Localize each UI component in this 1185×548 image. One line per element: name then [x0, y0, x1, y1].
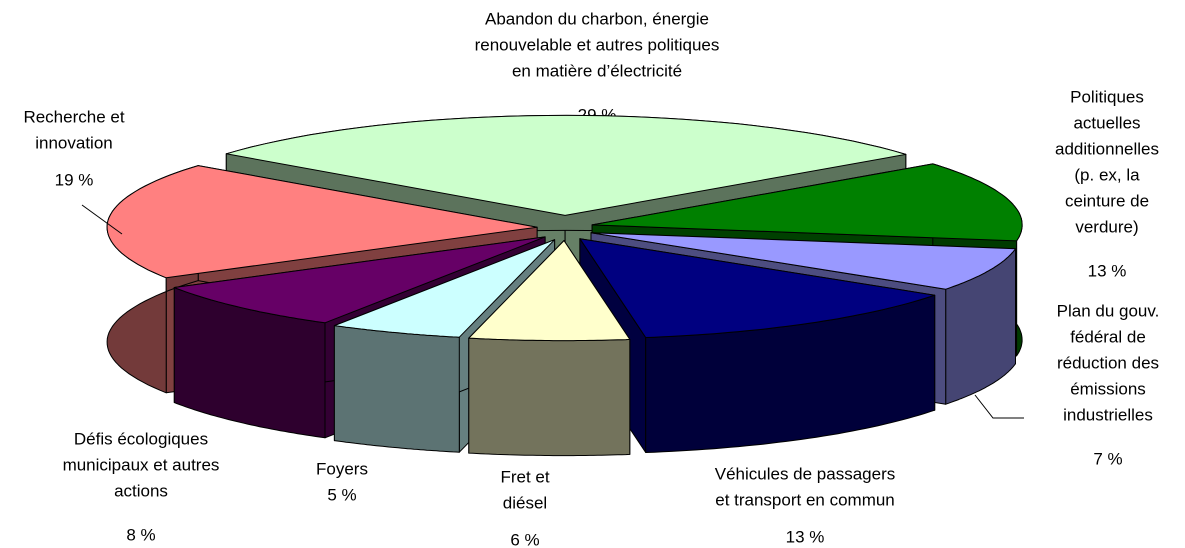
slice-label: renouvelable et autres politiques — [475, 35, 720, 54]
slice-label: innovation — [35, 133, 113, 152]
slice-side — [333, 325, 460, 453]
value-label: 6 % — [510, 530, 539, 548]
value-label: 5 % — [327, 485, 356, 504]
slice-label: et transport en commun — [715, 490, 895, 509]
pie — [106, 114, 1023, 457]
slice-label: émissions — [1070, 379, 1146, 398]
slice-label: Véhicules de passagers — [715, 464, 896, 483]
slice-label: actions — [114, 481, 168, 500]
slice-label: Fret et — [500, 467, 549, 486]
slice-label: Politiques — [1070, 87, 1144, 106]
value-label: 13 % — [786, 527, 825, 546]
slice — [579, 238, 936, 453]
slice-top — [106, 165, 538, 279]
slice-label: (p. ex, la — [1074, 165, 1140, 184]
slice-label: Recherche et — [23, 107, 124, 126]
slice-label: Plan du gouv. — [1057, 301, 1160, 320]
slice-label: ceinture de — [1065, 191, 1149, 210]
slice-label: Foyers — [316, 459, 368, 478]
slice-top — [333, 239, 556, 338]
value-label: 8 % — [126, 525, 155, 544]
slice-top — [225, 114, 907, 216]
slice-top — [590, 232, 1016, 290]
leader-line — [81, 204, 123, 235]
value-label: 19 % — [55, 170, 94, 189]
slice-top — [579, 238, 936, 338]
slice-label: additionnelles — [1055, 139, 1159, 158]
value-label: 13 % — [1088, 261, 1127, 280]
slice-label: Défis écologiques — [74, 429, 208, 448]
slice-label: réduction des — [1057, 353, 1159, 372]
slice — [468, 240, 631, 457]
slice-label: fédéral de — [1070, 327, 1146, 346]
leader-line — [974, 394, 1024, 419]
slice-label: en matière d’électricité — [512, 61, 682, 80]
slice-label: industrielles — [1063, 405, 1153, 424]
slice-top — [468, 240, 631, 342]
slice-label: verdure) — [1075, 217, 1138, 236]
slice-label: diésel — [503, 493, 547, 512]
slice-label: municipaux et autres — [63, 455, 220, 474]
slice-top — [173, 236, 546, 324]
slice-top — [591, 163, 1023, 242]
slice-label: Abandon du charbon, énergie — [485, 9, 709, 28]
value-label: 7 % — [1093, 449, 1122, 468]
slice-side — [468, 337, 631, 457]
slice-label: actuelles — [1073, 113, 1140, 132]
